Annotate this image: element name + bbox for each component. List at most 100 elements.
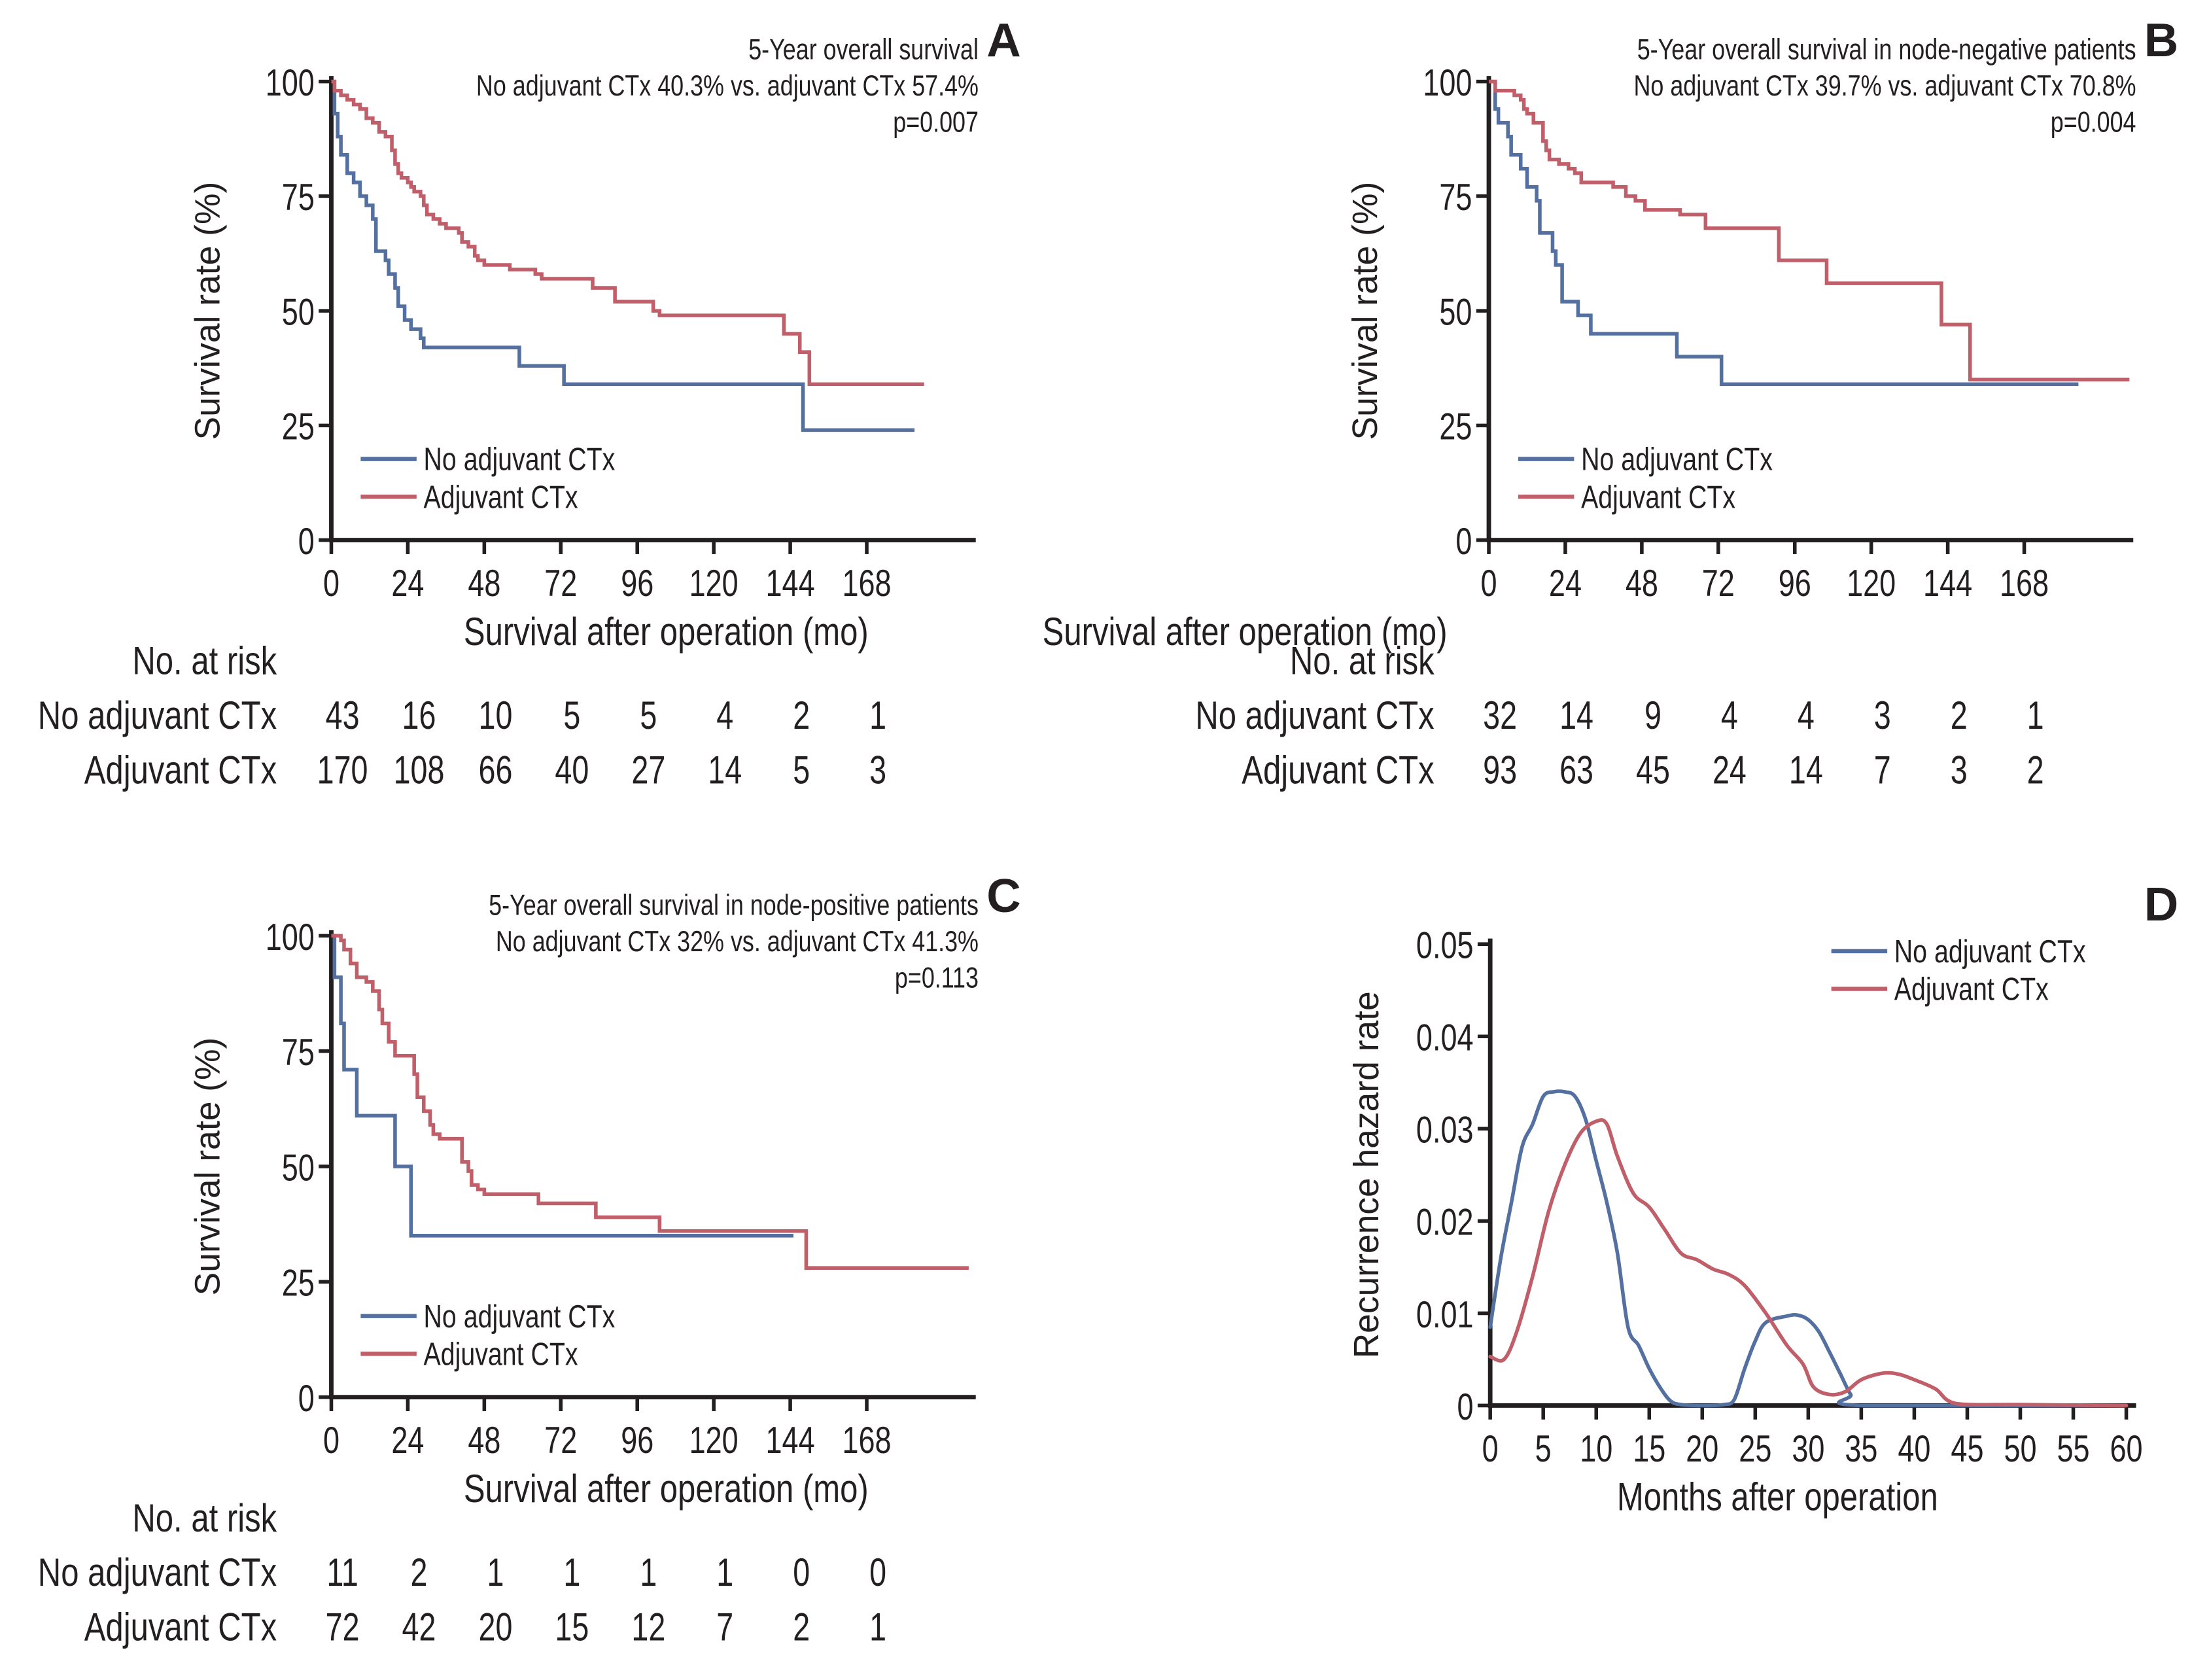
risk-cell: 24 xyxy=(1713,748,1747,792)
y-axis-label: Survival rate (%) xyxy=(189,182,228,440)
y-tick-label: 75 xyxy=(282,1031,315,1074)
x-tick-label: 120 xyxy=(689,562,739,604)
legend-label: Adjuvant CTx xyxy=(1894,972,2049,1007)
km-curve-no-adjuvant xyxy=(1489,79,2079,387)
risk-cell: 93 xyxy=(1483,748,1517,792)
x-axis-label: Survival after operation (mo) xyxy=(1043,609,1448,654)
annotation-line: p=0.113 xyxy=(895,961,979,994)
x-tick-label: 20 xyxy=(1686,1427,1718,1470)
risk-cell: 2 xyxy=(411,1551,428,1595)
risk-cell: 7 xyxy=(1874,748,1891,792)
risk-row-label: No adjuvant CTx xyxy=(38,1550,277,1594)
legend-label: Adjuvant CTx xyxy=(424,480,578,515)
y-tick-label: 25 xyxy=(1439,405,1472,447)
risk-table: No. at risk No adjuvant CTx 43 16 10 5 5 4 2 1 Adj… xyxy=(38,639,886,792)
x-tick-label: 168 xyxy=(2000,562,2049,604)
x-tick-label: 72 xyxy=(1702,562,1735,604)
y-tick-label: 0 xyxy=(298,1377,315,1420)
risk-cell: 2 xyxy=(793,1605,810,1649)
risk-cell: 20 xyxy=(478,1605,512,1649)
x-tick-label: 0 xyxy=(323,1419,339,1461)
risk-cell: 170 xyxy=(317,748,368,792)
panel-letter: A xyxy=(986,14,1020,67)
risk-cell: 1 xyxy=(869,1605,886,1649)
y-tick-label: 0.01 xyxy=(1416,1293,1474,1335)
y-axis-label: Survival rate (%) xyxy=(189,1038,228,1296)
x-tick-label: 144 xyxy=(766,562,815,604)
risk-cell: 14 xyxy=(1789,748,1823,792)
x-axis-label: Survival after operation (mo) xyxy=(464,1466,869,1511)
hazard-curve-adjuvant xyxy=(1488,1118,2129,1408)
risk-cell: 5 xyxy=(640,694,657,738)
x-tick-label: 40 xyxy=(1898,1427,1930,1470)
risk-row-label: Adjuvant CTx xyxy=(84,1605,277,1649)
annotation-line: 5-Year overall survival in node-negative… xyxy=(1637,33,2136,66)
y-axis-label: Survival rate (%) xyxy=(1346,182,1385,440)
x-tick-label: 120 xyxy=(1847,562,1896,604)
risk-cell: 27 xyxy=(631,748,665,792)
risk-cell: 14 xyxy=(1559,694,1593,738)
risk-row-label: Adjuvant CTx xyxy=(84,748,277,792)
risk-cell: 5 xyxy=(563,694,580,738)
y-tick-label: 0.03 xyxy=(1416,1108,1474,1151)
risk-cell: 0 xyxy=(793,1551,810,1595)
x-tick-label: 168 xyxy=(842,562,891,604)
y-tick-label: 100 xyxy=(1423,61,1472,104)
risk-cell: 3 xyxy=(869,748,886,792)
x-tick-label: 96 xyxy=(621,562,653,604)
annotation-line: p=0.007 xyxy=(893,105,979,139)
risk-cell: 2 xyxy=(2027,748,2044,792)
risk-cell: 9 xyxy=(1644,694,1661,738)
km-curve-adjuvant xyxy=(1489,79,2130,382)
km-curve-adjuvant xyxy=(331,934,969,1270)
km-curve-no-adjuvant xyxy=(331,934,793,1238)
risk-cell: 108 xyxy=(394,748,445,792)
x-tick-label: 48 xyxy=(1626,562,1658,604)
y-tick-label: 0 xyxy=(298,520,315,563)
x-tick-label: 50 xyxy=(2004,1427,2036,1470)
risk-cell: 14 xyxy=(708,748,742,792)
legend-label: No adjuvant CTx xyxy=(424,1299,616,1335)
x-tick-label: 0 xyxy=(323,562,339,604)
risk-cell: 4 xyxy=(716,694,733,738)
risk-cell: 45 xyxy=(1636,748,1670,792)
y-axis-label: Recurrence hazard rate xyxy=(1348,991,1386,1358)
x-tick-label: 45 xyxy=(1951,1427,1983,1470)
annotation-line: p=0.004 xyxy=(2051,105,2136,139)
annotation-line: No adjuvant CTx 40.3% vs. adjuvant CTx 5… xyxy=(476,69,979,102)
risk-cell: 15 xyxy=(555,1605,589,1649)
x-tick-label: 0 xyxy=(1482,1427,1499,1470)
annotation-line: 5-Year overall survival xyxy=(748,33,979,66)
x-tick-label: 24 xyxy=(1549,562,1582,604)
panel-letter: D xyxy=(2144,878,2178,931)
x-tick-label: 96 xyxy=(1779,562,1811,604)
x-tick-label: 30 xyxy=(1792,1427,1824,1470)
y-tick-label: 100 xyxy=(266,915,315,958)
annotation-line: No adjuvant CTx 39.7% vs. adjuvant CTx 7… xyxy=(1633,69,2136,102)
risk-cell: 43 xyxy=(326,694,360,738)
legend-label: Adjuvant CTx xyxy=(1581,480,1735,515)
y-tick-label: 25 xyxy=(282,405,315,447)
y-tick-label: 50 xyxy=(1439,290,1472,333)
x-axis-label: Months after operation xyxy=(1617,1475,1938,1519)
risk-cell: 3 xyxy=(1874,694,1891,738)
risk-cell: 2 xyxy=(793,694,810,738)
risk-cell: 3 xyxy=(1951,748,1968,792)
legend-label: No adjuvant CTx xyxy=(424,442,616,478)
risk-cell: 11 xyxy=(326,1551,358,1595)
risk-cell: 1 xyxy=(2027,694,2044,738)
x-tick-label: 25 xyxy=(1739,1427,1771,1470)
risk-cell: 10 xyxy=(478,694,512,738)
panel-letter: C xyxy=(986,869,1020,922)
risk-cell: 5 xyxy=(793,748,810,792)
y-tick-label: 0.02 xyxy=(1416,1200,1474,1243)
x-tick-label: 144 xyxy=(1923,562,1972,604)
risk-cell: 66 xyxy=(478,748,512,792)
